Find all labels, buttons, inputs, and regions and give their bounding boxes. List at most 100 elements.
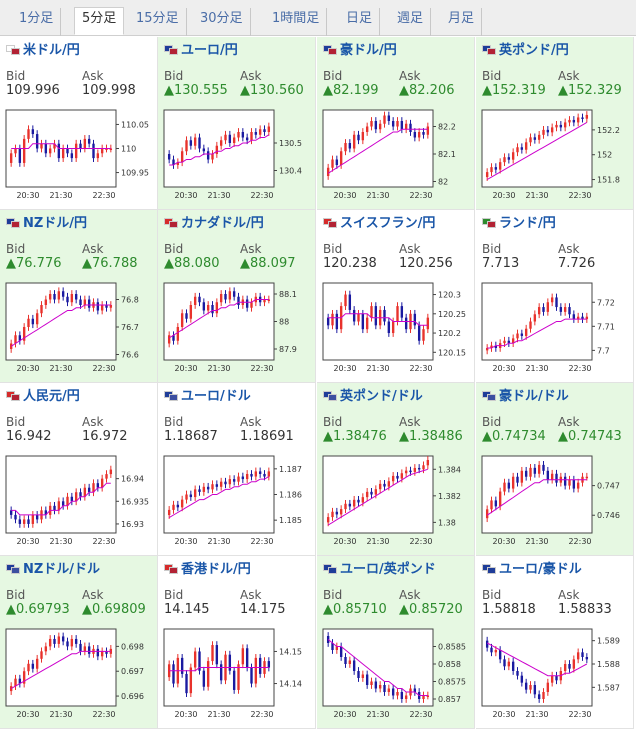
candle-up bbox=[426, 459, 430, 466]
currency-pair-link[interactable]: 豪ドル/ドル bbox=[482, 388, 569, 406]
candle-down bbox=[572, 314, 576, 320]
tab-3[interactable]: 30分足 bbox=[193, 8, 251, 36]
currency-card[interactable]: ユーロ/円 Bid Ask ▲130.555 ▲130.560 130.5 130.4 20:… bbox=[158, 37, 316, 210]
candle-down bbox=[365, 674, 369, 685]
price-chart[interactable]: 88.1 88 87.9 20:30 21:30 22:30 bbox=[162, 280, 312, 380]
price-chart[interactable]: 1.384 1.382 1.38 20:30 21:30 22:30 bbox=[321, 453, 471, 553]
price-chart[interactable]: 76.8 76.7 76.6 20:30 21:30 22:30 bbox=[4, 280, 154, 380]
ask-label: Ask bbox=[82, 588, 104, 602]
x-tick-label: 21:30 bbox=[366, 191, 389, 200]
tab-6[interactable]: 週足 bbox=[390, 8, 432, 36]
ask-label: Ask bbox=[240, 69, 262, 83]
currency-pair-link[interactable]: 英ポンド/ドル bbox=[323, 388, 423, 406]
price-chart[interactable]: 16.94 16.935 16.93 20:30 21:30 22:30 bbox=[4, 453, 154, 553]
candle-up bbox=[550, 473, 554, 480]
price-chart[interactable]: 152.2 152 151.8 20:30 21:30 22:30 bbox=[480, 107, 630, 207]
quote-flag bbox=[169, 47, 178, 55]
price-chart[interactable]: 120.3 120.25 120.2 120.15 20:30 21:30 22:30 bbox=[321, 280, 471, 380]
currency-pair-name: ユーロ/ドル bbox=[181, 389, 251, 404]
candle-up bbox=[35, 313, 39, 325]
currency-pair-link[interactable]: 豪ドル/円 bbox=[323, 42, 397, 60]
price-chart[interactable]: 1.589 1.588 1.587 20:30 21:30 22:30 bbox=[480, 626, 630, 726]
tab-1[interactable]: 5分足 bbox=[74, 7, 125, 35]
currency-pair-link[interactable]: 英ポンド/円 bbox=[482, 42, 569, 60]
currency-card[interactable]: NZドル/ドル Bid Ask ▲0.69793 ▲0.69809 0.698 0.697 0… bbox=[0, 556, 158, 729]
candle-up bbox=[9, 343, 13, 349]
currency-pair-link[interactable]: 米ドル/円 bbox=[6, 42, 80, 60]
currency-card[interactable]: 英ポンド/円 Bid Ask ▲152.319 ▲152.329 152.2 152 151.… bbox=[476, 37, 634, 210]
price-chart[interactable]: 0.747 0.746 20:30 21:30 22:30 bbox=[480, 453, 630, 553]
x-tick-label: 20:30 bbox=[333, 537, 356, 546]
currency-pair-link[interactable]: 香港ドル/円 bbox=[164, 561, 251, 579]
x-tick-label: 21:30 bbox=[207, 537, 230, 546]
currency-pair-link[interactable]: ユーロ/豪ドル bbox=[482, 561, 582, 579]
candle-up bbox=[48, 148, 52, 154]
currency-pair-link[interactable]: ランド/円 bbox=[482, 215, 556, 233]
candle-down bbox=[87, 487, 91, 493]
candle-down bbox=[241, 132, 245, 138]
bid-value: 109.996 bbox=[6, 83, 60, 98]
y-tick-label: 7.72 bbox=[597, 298, 615, 307]
currency-card[interactable]: ランド/円 Bid Ask 7.713 7.726 7.72 7.71 7.7 20:30 21:… bbox=[476, 210, 634, 383]
price-chart[interactable]: 82.2 82.1 82 20:30 21:30 22:30 bbox=[321, 107, 471, 207]
currency-card[interactable]: 米ドル/円 Bid Ask 109.996 109.998 110.05 110 109.95… bbox=[0, 37, 158, 210]
price-chart[interactable]: 1.187 1.186 1.185 20:30 21:30 22:30 bbox=[162, 453, 312, 553]
currency-card[interactable]: 豪ドル/ドル Bid Ask ▲0.74734 ▲0.74743 0.747 0.746 20… bbox=[476, 383, 634, 556]
currency-card[interactable]: ユーロ/豪ドル Bid Ask 1.58818 1.58833 1.589 1.588 1.5… bbox=[476, 556, 634, 729]
candle-up bbox=[490, 345, 493, 348]
currency-pair-name: 豪ドル/ドル bbox=[499, 389, 569, 404]
currency-card[interactable]: 英ポンド/ドル Bid Ask ▲1.38476 ▲1.38486 1.384 1.382 1… bbox=[317, 383, 475, 556]
currency-card[interactable]: ユーロ/ドル Bid Ask 1.18687 1.18691 1.187 1.186 1.18… bbox=[158, 383, 316, 556]
currency-pair-link[interactable]: カナダドル/円 bbox=[164, 215, 264, 233]
price-chart[interactable]: 14.15 14.14 20:30 21:30 22:30 bbox=[162, 626, 312, 726]
candle-up bbox=[426, 695, 430, 697]
currency-card[interactable]: 香港ドル/円 Bid Ask 14.145 14.175 14.15 14.14 20:30 2… bbox=[158, 556, 316, 729]
candle-up bbox=[167, 335, 171, 344]
currency-card[interactable]: カナダドル/円 Bid Ask ▲88.080 ▲88.097 88.1 88 87.9 20:… bbox=[158, 210, 316, 383]
candle-up bbox=[352, 134, 356, 149]
price-chart[interactable]: 0.8585 0.858 0.8575 0.857 20:30 21:30 22:30 bbox=[321, 626, 471, 726]
tab-2[interactable]: 15分足 bbox=[129, 8, 187, 36]
candle-down bbox=[70, 153, 74, 159]
bid-label: Bid bbox=[482, 415, 502, 429]
candle-down bbox=[417, 325, 421, 341]
ask-label: Ask bbox=[558, 242, 580, 256]
price-chart[interactable]: 7.72 7.71 7.7 20:30 21:30 22:30 bbox=[480, 280, 630, 380]
currency-pair-link[interactable]: ユーロ/英ポンド bbox=[323, 561, 436, 579]
currency-pair-link[interactable]: ユーロ/ドル bbox=[164, 388, 251, 406]
currency-pair-link[interactable]: NZドル/円 bbox=[6, 215, 87, 233]
candle-down bbox=[70, 496, 74, 502]
currency-card[interactable]: ユーロ/英ポンド Bid Ask ▲0.85710 ▲0.85720 0.8585 0.85… bbox=[317, 556, 475, 729]
candle-down bbox=[335, 511, 339, 515]
tab-7[interactable]: 月足 bbox=[441, 8, 483, 36]
price-chart[interactable]: 130.5 130.4 20:30 21:30 22:30 bbox=[162, 107, 312, 207]
price-chart[interactable]: 0.698 0.697 0.696 20:30 21:30 22:30 bbox=[4, 626, 154, 726]
y-tick-label: 120.15 bbox=[438, 348, 466, 357]
tab-4[interactable]: 1時間足 bbox=[265, 8, 328, 36]
candle-down bbox=[391, 688, 395, 696]
candle-up bbox=[176, 162, 180, 165]
tab-5[interactable]: 日足 bbox=[339, 8, 381, 36]
tab-0[interactable]: 1分足 bbox=[12, 8, 62, 36]
currency-pair-link[interactable]: スイスフラン/円 bbox=[323, 215, 435, 233]
candle-down bbox=[27, 519, 30, 524]
price-chart[interactable]: 110.05 110 109.95 20:30 21:30 22:30 bbox=[4, 107, 154, 207]
candle-down bbox=[198, 137, 201, 149]
currency-card[interactable]: 豪ドル/円 Bid Ask ▲82.199 ▲82.206 82.2 82.1 82 20:30… bbox=[317, 37, 475, 210]
currency-pair-link[interactable]: NZドル/ドル bbox=[6, 561, 100, 579]
currency-card[interactable]: NZドル/円 Bid Ask ▲76.776 ▲76.788 76.8 76.7 76.6 20… bbox=[0, 210, 158, 383]
currency-card[interactable]: 人民元/円 Bid Ask 16.942 16.972 16.94 16.935 16.93 2… bbox=[0, 383, 158, 556]
x-tick-label: 22:30 bbox=[92, 191, 115, 200]
candle-up bbox=[339, 151, 343, 165]
candle-up bbox=[35, 658, 39, 669]
currency-pair-link[interactable]: ユーロ/円 bbox=[164, 42, 238, 60]
currency-card[interactable]: スイスフラン/円 Bid Ask 120.238 120.256 120.3 120.25 1… bbox=[317, 210, 475, 383]
candle-up bbox=[9, 153, 13, 163]
x-tick-label: 21:30 bbox=[366, 537, 389, 546]
candle-down bbox=[232, 670, 236, 690]
candle-down bbox=[31, 318, 35, 325]
candle-down bbox=[422, 132, 425, 135]
candle-up bbox=[426, 317, 430, 330]
quote-flag bbox=[328, 393, 337, 401]
currency-pair-link[interactable]: 人民元/円 bbox=[6, 388, 80, 406]
